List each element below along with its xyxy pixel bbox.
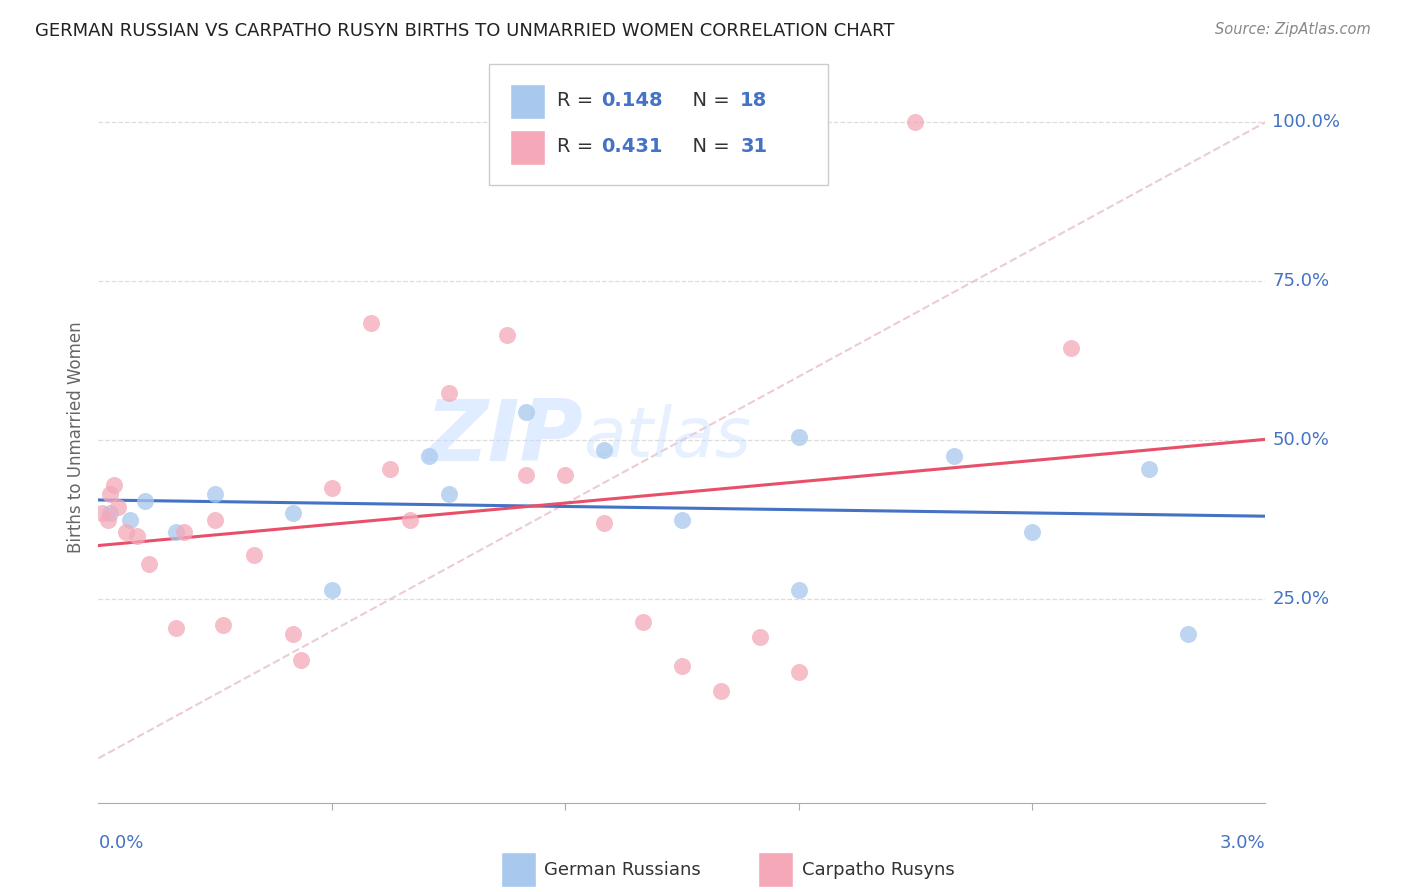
Point [787, 582, 810, 597]
Point [554, 468, 576, 483]
Point [437, 487, 460, 501]
Point [593, 442, 616, 457]
Point [1060, 341, 1083, 355]
Point [281, 507, 304, 521]
FancyBboxPatch shape [501, 852, 536, 887]
Text: 100.0%: 100.0% [1272, 113, 1340, 131]
Point [631, 615, 654, 629]
Point [515, 404, 537, 418]
Point [107, 500, 129, 514]
FancyBboxPatch shape [510, 84, 546, 119]
FancyBboxPatch shape [758, 852, 793, 887]
Point [943, 449, 966, 463]
Point [127, 529, 149, 543]
Text: 31: 31 [740, 137, 768, 156]
Point [290, 653, 312, 667]
Point [165, 621, 187, 635]
Point [710, 684, 733, 698]
Point [118, 513, 141, 527]
Text: R =: R = [557, 137, 599, 156]
Point [904, 115, 927, 129]
Point [418, 449, 440, 463]
Point [671, 659, 693, 673]
Point [243, 548, 266, 562]
Point [787, 430, 810, 444]
Text: 0.148: 0.148 [602, 91, 664, 110]
Point [1021, 525, 1043, 540]
Point [671, 513, 693, 527]
Text: 75.0%: 75.0% [1272, 272, 1330, 290]
Text: N =: N = [679, 91, 735, 110]
Point [165, 525, 187, 540]
Point [91, 507, 114, 521]
Point [360, 316, 382, 330]
Point [281, 627, 304, 641]
Point [114, 525, 136, 540]
Point [98, 507, 121, 521]
Point [204, 487, 226, 501]
Text: Carpatho Rusyns: Carpatho Rusyns [801, 861, 955, 880]
Point [1177, 627, 1199, 641]
Point [204, 513, 226, 527]
Point [98, 487, 121, 501]
Y-axis label: Births to Unmarried Women: Births to Unmarried Women [66, 321, 84, 553]
Text: atlas: atlas [582, 403, 751, 471]
Point [748, 631, 770, 645]
Text: ZIP: ZIP [425, 395, 582, 479]
Text: N =: N = [679, 137, 735, 156]
Text: R =: R = [557, 91, 599, 110]
Point [437, 385, 460, 400]
Point [321, 582, 343, 597]
Point [212, 617, 235, 632]
FancyBboxPatch shape [510, 130, 546, 165]
Text: 18: 18 [740, 91, 768, 110]
Text: 0.0%: 0.0% [98, 834, 143, 852]
Point [97, 513, 120, 527]
Text: 25.0%: 25.0% [1272, 591, 1330, 608]
Point [593, 516, 616, 530]
Point [378, 462, 402, 476]
Point [134, 493, 156, 508]
Point [321, 481, 343, 495]
FancyBboxPatch shape [489, 64, 828, 185]
Text: Source: ZipAtlas.com: Source: ZipAtlas.com [1215, 22, 1371, 37]
Text: 3.0%: 3.0% [1220, 834, 1265, 852]
Point [103, 477, 125, 491]
Text: GERMAN RUSSIAN VS CARPATHO RUSYN BIRTHS TO UNMARRIED WOMEN CORRELATION CHART: GERMAN RUSSIAN VS CARPATHO RUSYN BIRTHS … [35, 22, 894, 40]
Text: 50.0%: 50.0% [1272, 431, 1329, 450]
Point [515, 468, 537, 483]
Text: German Russians: German Russians [544, 861, 702, 880]
Point [1137, 462, 1160, 476]
Point [398, 513, 420, 527]
Point [787, 665, 810, 680]
Text: 0.431: 0.431 [602, 137, 662, 156]
Point [138, 558, 160, 572]
Point [173, 525, 195, 540]
Point [496, 328, 519, 343]
